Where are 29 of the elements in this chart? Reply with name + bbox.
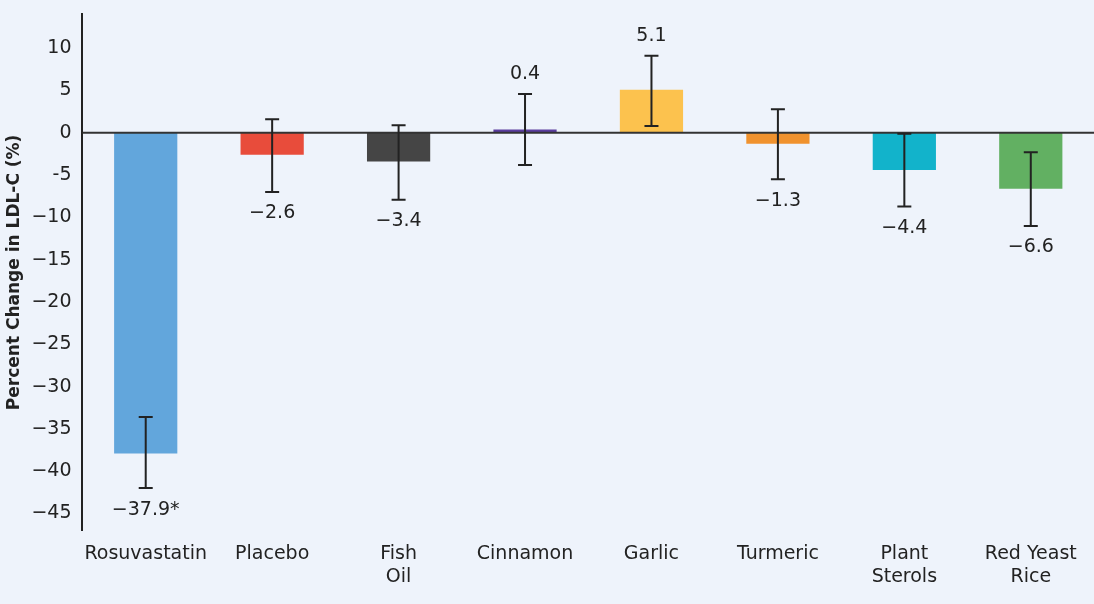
data-label: −2.6 — [249, 200, 296, 223]
y-tick-label: 5 — [59, 77, 72, 100]
y-tick-label: 0 — [59, 119, 72, 142]
y-tick-label: −45 — [31, 500, 72, 523]
y-tick-label: −20 — [31, 288, 72, 311]
data-label: −1.3 — [754, 187, 801, 210]
data-label: −3.4 — [375, 208, 422, 231]
y-tick-label: 10 — [47, 35, 72, 58]
data-label: −37.9* — [111, 496, 180, 519]
y-tick-label: -5 — [52, 162, 72, 185]
data-label: 0.4 — [509, 61, 541, 84]
y-tick-label: −40 — [31, 458, 72, 481]
y-tick-label: −30 — [31, 373, 72, 396]
x-tick-label: Turmeric — [735, 540, 819, 563]
x-tick-label: Red Yeast Rice — [984, 540, 1077, 586]
x-tick-label: Rosuvastatin — [84, 540, 207, 563]
y-tick-label: −15 — [31, 246, 72, 269]
y-axis-title: Percent Change in LDL-C (%) — [2, 134, 23, 411]
y-tick-label: −10 — [31, 204, 72, 227]
x-tick-label: Placebo — [235, 540, 310, 563]
y-tick-label: −25 — [31, 331, 72, 354]
y-tick-label: −35 — [31, 415, 72, 438]
x-tick-label: Fish Oil — [380, 540, 417, 586]
data-label: −6.6 — [1007, 234, 1054, 257]
data-label: −4.4 — [881, 214, 928, 237]
x-tick-label: Cinnamon — [476, 540, 574, 563]
x-tick-label: Garlic — [623, 540, 680, 563]
x-tick-label: Plant Sterols — [871, 540, 938, 586]
data-label: 5.1 — [636, 23, 667, 46]
